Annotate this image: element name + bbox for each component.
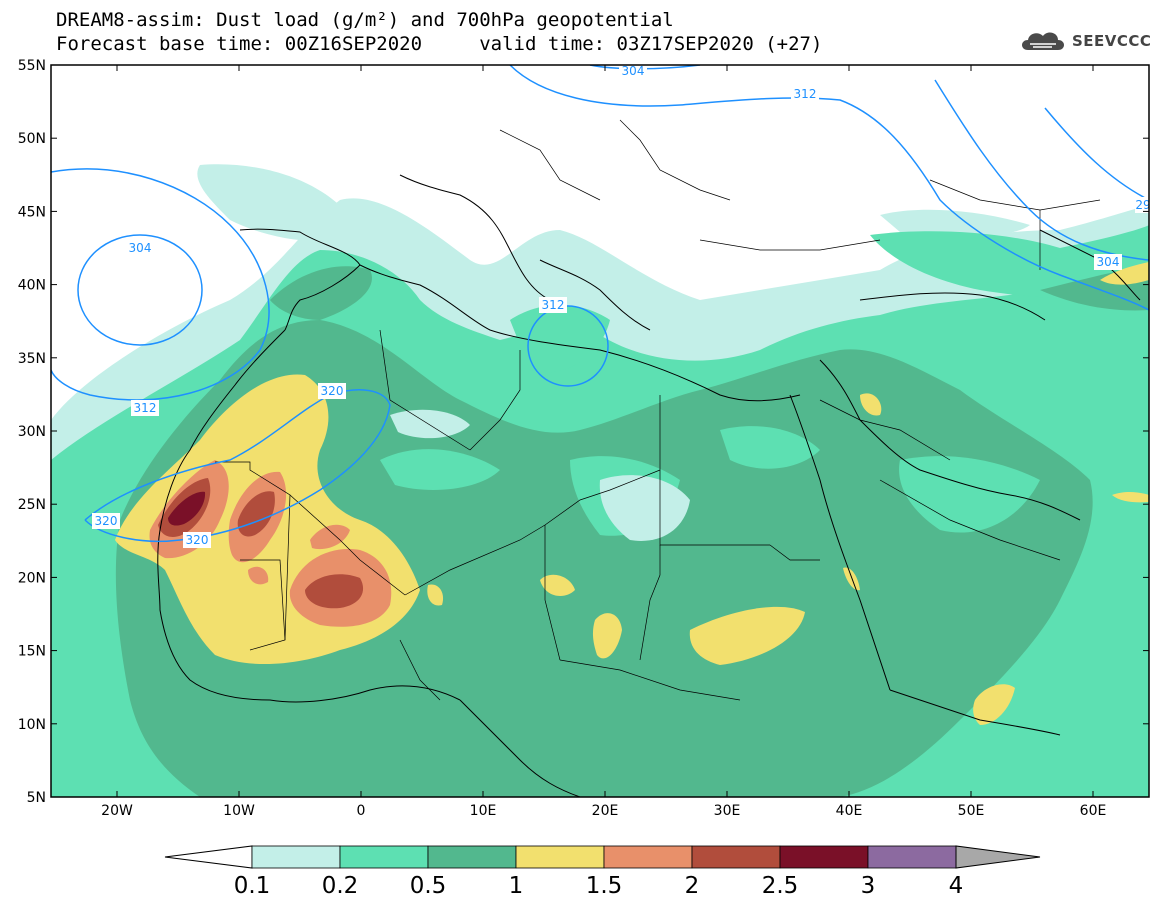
geopotential-contours — [51, 65, 1149, 543]
logo-text: SEEVCCC — [1072, 32, 1152, 50]
colorbar-label: 1 — [509, 873, 524, 899]
colorbar-bin — [779, 845, 869, 869]
colorbar-label: 2.5 — [762, 873, 799, 899]
dust-shading-0.1-inner — [390, 409, 690, 541]
lat-label: 20N — [18, 570, 46, 586]
lat-label: 45N — [18, 204, 46, 220]
contour-304-atlantic — [77, 234, 203, 346]
contour-labels: 304 304 312 312 320 320 320 312 304 29 — [92, 64, 1150, 548]
contour-312-mediterranean — [527, 305, 609, 387]
colorbar-bin — [427, 845, 517, 869]
coastlines — [157, 174, 1141, 797]
contour-label: 320 — [95, 514, 118, 528]
contour-label: 312 — [794, 87, 817, 101]
lat-label: 30N — [18, 424, 46, 440]
colorbar-bin — [867, 845, 957, 869]
lon-label: 0 — [357, 803, 366, 819]
contour-label: 29 — [1135, 198, 1150, 212]
lat-label: 15N — [18, 644, 46, 660]
contour-label: 320 — [186, 533, 209, 547]
longitude-axis: 20W 10W 0 10E 20E 30E 40E 50E 60E — [101, 65, 1106, 819]
map-title: DREAM8-assim: Dust load (g/m²) and 700hP… — [56, 9, 674, 31]
colorbar-bin — [603, 845, 693, 869]
colorbar-under-arrow — [164, 845, 253, 869]
contour-label: 304 — [1097, 255, 1120, 269]
colorbar: 0.1 0.2 0.5 1 1.5 2 2.5 3 4 — [164, 845, 1041, 899]
contour-312-north — [509, 65, 1149, 311]
colorbar-label: 0.5 — [410, 873, 447, 899]
lat-label: 50N — [18, 131, 46, 147]
lon-label: 20E — [592, 803, 619, 819]
lat-label: 5N — [27, 790, 46, 806]
lon-label: 50E — [958, 803, 985, 819]
country-borders — [215, 119, 1101, 701]
lat-label: 10N — [18, 717, 46, 733]
colorbar-label: 0.2 — [322, 873, 359, 899]
contour-label: 312 — [134, 401, 157, 415]
colorbar-label: 3 — [861, 873, 876, 899]
lat-label: 25N — [18, 497, 46, 513]
contour-296-east — [1044, 107, 1149, 201]
colorbar-bin — [515, 845, 605, 869]
contour-label: 312 — [542, 298, 565, 312]
contour-312-atlantic — [51, 168, 270, 401]
contour-label: 320 — [321, 384, 344, 398]
lon-label: 20W — [101, 803, 133, 819]
contour-label: 304 — [622, 64, 645, 78]
contour-320-sahara — [84, 389, 391, 543]
lon-label: 60E — [1080, 803, 1107, 819]
colorbar-label: 4 — [949, 873, 964, 899]
forecast-time-info: Forecast base time: 00Z16SEP2020 valid t… — [56, 33, 823, 55]
dust-shading-2.5 — [168, 491, 206, 526]
latitude-axis: 55N 50N 45N 40N 35N 30N 25N 20N 15N 10N 5N — [18, 58, 1149, 806]
contour-304-east — [934, 79, 1149, 261]
colorbar-bin — [251, 845, 341, 869]
contour-label: 304 — [129, 241, 152, 255]
colorbar-label: 2 — [685, 873, 700, 899]
colorbar-label: 1.5 — [586, 873, 623, 899]
colorbar-over-arrow — [955, 845, 1041, 869]
cloud-icon — [1022, 32, 1064, 50]
colorbar-bin — [339, 845, 429, 869]
seevccc-logo: SEEVCCC — [1018, 28, 1151, 54]
lat-label: 40N — [18, 278, 46, 294]
lat-label: 35N — [18, 351, 46, 367]
lon-label: 30E — [714, 803, 741, 819]
colorbar-label: 0.1 — [234, 873, 271, 899]
lat-label: 55N — [18, 58, 46, 74]
lon-label: 40E — [836, 803, 863, 819]
colorbar-bin — [691, 845, 781, 869]
lon-label: 10W — [223, 803, 255, 819]
lon-label: 10E — [470, 803, 497, 819]
